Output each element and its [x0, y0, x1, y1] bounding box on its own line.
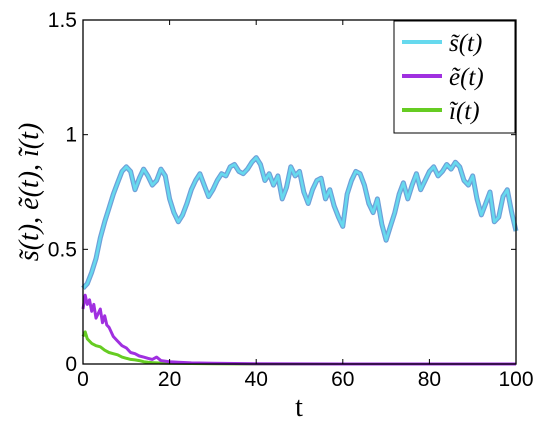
x-tick-label-1: 20	[158, 368, 181, 391]
plot-frame	[82, 19, 517, 365]
y-tick-label-2: 1	[65, 124, 77, 147]
x-tick-label-2: 40	[245, 368, 268, 391]
y-tick-label-1: 0.5	[48, 238, 77, 261]
x-axis-label: t	[295, 392, 303, 423]
y-tick-label-0: 0	[65, 353, 77, 376]
series-line-1	[81, 293, 516, 366]
legend-box	[393, 20, 516, 134]
series-line-0	[82, 156, 518, 290]
legend-label-s: s̃(t)	[449, 30, 482, 57]
x-tick-label-0: 0	[77, 368, 89, 391]
y-axis-label: s̃(t), ẽ(t), ĩ(t)	[14, 123, 45, 261]
y-tick-label-3: 1.5	[48, 9, 77, 32]
x-tick-label-3: 60	[331, 368, 354, 391]
legend: s̃(t) ẽ(t) ĩ(t)	[393, 20, 516, 134]
legend-label-i: ĩ(t)	[449, 98, 480, 125]
x-tick-label-5: 100	[498, 368, 533, 391]
legend-label-e: ẽ(t)	[449, 64, 484, 91]
x-tick-label-4: 80	[418, 368, 441, 391]
